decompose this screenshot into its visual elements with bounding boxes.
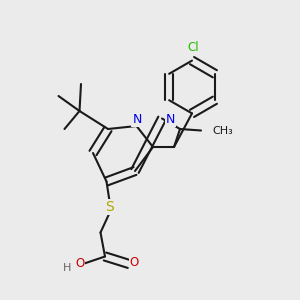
Text: O: O <box>130 256 139 269</box>
Text: N: N <box>166 112 175 126</box>
Text: H: H <box>62 263 71 273</box>
Text: N: N <box>132 113 142 126</box>
Text: S: S <box>105 200 114 214</box>
Text: CH₃: CH₃ <box>212 125 233 136</box>
Text: Cl: Cl <box>188 40 199 54</box>
Text: O: O <box>75 256 84 270</box>
